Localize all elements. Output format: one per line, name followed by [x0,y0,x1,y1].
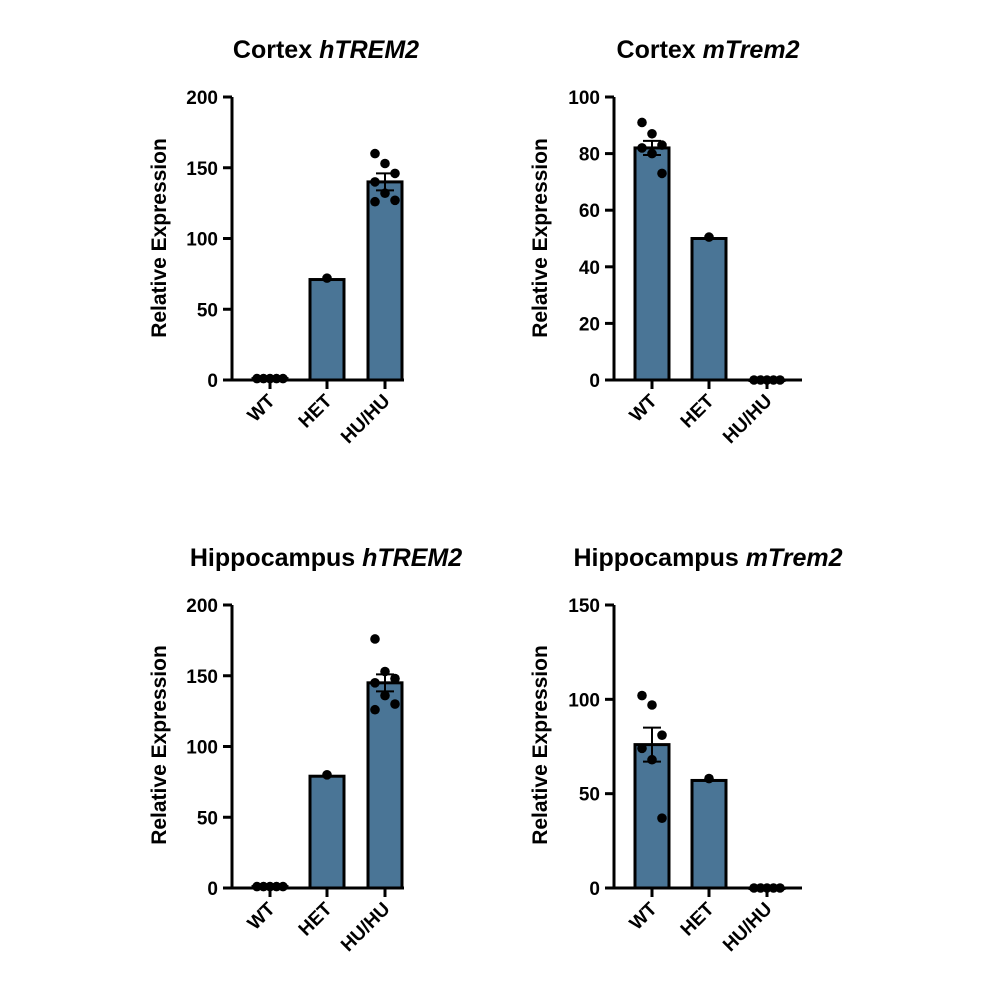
panel-hippocampus-htrem2: Hippocampus hTREM2 Relative Expression 0… [148,544,462,956]
y-tick-label: 50 [197,808,218,829]
chart-marks: 0 50 100 150 200 WT HET HU/HU [186,88,404,448]
data-point [637,143,647,153]
y-tick-label: 200 [186,596,218,617]
data-point [370,634,380,644]
bar-wt [633,146,671,382]
data-point [704,232,714,242]
y-tick-label: 150 [186,159,218,180]
y-axis-label: Relative Expression [148,138,171,338]
y-tick-label: 60 [579,201,600,222]
y-tick-label: 40 [579,258,600,279]
bar-het [308,774,346,890]
data-point [647,754,657,765]
chart-title: Cortex hTREM2 [233,36,419,64]
data-point [370,704,380,715]
chart-marks: 0 20 40 60 80 100 WT HET HU/HU [568,88,802,448]
y-tick-label: 150 [186,667,218,688]
data-point [637,690,647,701]
data-point [322,273,332,283]
x-tick-label: HET [677,898,719,940]
data-point [647,128,657,139]
x-tick-label: HU/HU [337,899,394,956]
data-point [657,140,667,150]
data-point [390,168,400,179]
y-tick-label: 50 [579,785,600,806]
bar-het [308,278,346,382]
data-point [380,188,390,199]
bar-hu-hu [366,180,404,382]
y-tick-label: 100 [186,738,218,759]
y-axis-label: Relative Expression [529,138,552,338]
bar-het [690,778,728,890]
y-tick-label: 200 [186,88,218,109]
x-tick-label: WT [244,390,280,426]
y-tick-label: 0 [589,371,600,392]
x-tick-label: HET [295,898,337,940]
panel-cortex-htrem2: Cortex hTREM2 Relative Expression 0 50 100… [148,36,419,448]
data-point [704,773,714,784]
data-point [647,700,657,710]
chart-title: Cortex mTrem2 [617,36,800,64]
panel-hippocampus-mtrem2: Hippocampus mTrem2 Relative Expression 0… [529,544,843,956]
data-point [390,195,400,206]
x-tick-label: HET [295,390,337,432]
data-point [657,730,667,740]
data-point [380,666,390,677]
panel-cortex-mtrem2: Cortex mTrem2 Relative Expression 0 20 40 6… [529,36,802,448]
data-point [370,678,380,688]
bar-het [690,237,728,382]
x-tick-label: HU/HU [719,899,776,956]
data-point [657,168,667,179]
y-tick-label: 80 [579,145,600,166]
chart-marks: 0 50 100 150 WT HET HU/HU [568,596,802,956]
data-point [370,196,380,207]
data-point [380,158,390,169]
x-tick-label: HU/HU [337,391,394,448]
data-point [390,673,400,684]
y-tick-label: 150 [568,596,600,617]
y-axis-label: Relative Expression [529,645,552,845]
bar-hu-hu [366,681,404,890]
y-tick-label: 100 [568,690,600,711]
data-point [637,743,647,754]
y-axis-label: Relative Expression [148,645,171,845]
data-point [637,117,647,128]
data-point [657,813,667,823]
y-tick-label: 100 [568,88,600,109]
x-tick-label: WT [626,898,662,934]
data-point [322,770,332,780]
y-tick-label: 100 [186,230,218,251]
data-point [370,148,380,159]
x-tick-label: HET [677,390,719,432]
chart-marks: 0 50 100 150 200 WT HET HU/HU [186,596,404,956]
x-tick-label: WT [626,390,662,426]
y-tick-label: 20 [579,314,600,335]
data-point [380,690,390,701]
data-point [647,148,657,159]
y-tick-label: 50 [197,300,218,321]
y-tick-label: 0 [589,879,600,900]
y-tick-label: 0 [207,371,218,392]
y-tick-label: 0 [207,879,218,900]
data-point [390,699,400,709]
data-point [370,177,380,187]
x-tick-label: WT [244,898,280,934]
chart-title: Hippocampus hTREM2 [190,544,462,572]
chart-title: Hippocampus mTrem2 [573,544,842,572]
x-tick-label: HU/HU [719,391,776,448]
